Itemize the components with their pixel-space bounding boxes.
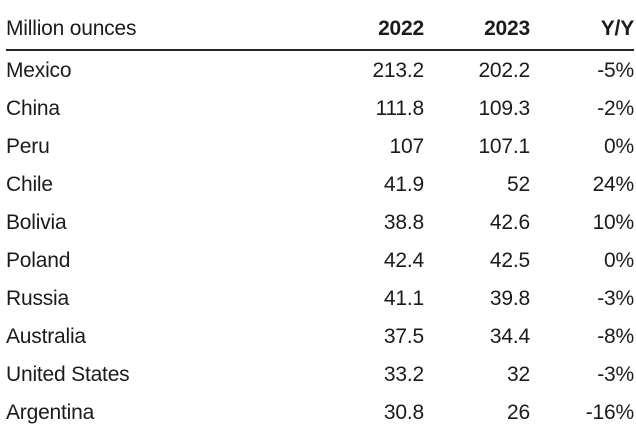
table-row: Chile 41.9 52 24% bbox=[6, 165, 634, 203]
value-2023-cell: 34.4 bbox=[489, 325, 530, 349]
value-2022-cell: 33.2 bbox=[383, 363, 424, 387]
value-yoy-cell: -3% bbox=[597, 287, 634, 311]
value-2022-cell: 41.9 bbox=[383, 172, 424, 196]
table-row: Argentina 30.8 26 -16% bbox=[6, 394, 634, 432]
column-header-2022: 2022 bbox=[378, 17, 424, 40]
value-2022-cell: 42.4 bbox=[383, 249, 424, 273]
value-2023-cell: 39.8 bbox=[489, 287, 530, 311]
table-row: China 111.8 109.3 -2% bbox=[6, 89, 634, 127]
value-2023-cell: 107.1 bbox=[478, 134, 530, 158]
table-row: Australia 37.5 34.4 -8% bbox=[6, 318, 634, 356]
value-yoy-cell: -2% bbox=[597, 96, 634, 120]
value-2022-cell: 41.1 bbox=[383, 287, 424, 311]
value-2023-cell: 32 bbox=[507, 363, 530, 387]
country-cell: Mexico bbox=[6, 58, 72, 82]
table-header-row: Million ounces 2022 2023 Y/Y bbox=[6, 0, 634, 51]
country-cell: Poland bbox=[6, 249, 71, 273]
value-yoy-cell: 0% bbox=[604, 134, 634, 158]
value-2023-cell: 109.3 bbox=[478, 96, 530, 120]
country-cell: China bbox=[6, 96, 60, 120]
value-2023-cell: 42.5 bbox=[489, 249, 530, 273]
table-row: Mexico 213.2 202.2 -5% bbox=[6, 51, 634, 89]
table-body: Mexico 213.2 202.2 -5% China 111.8 109.3… bbox=[6, 51, 634, 432]
value-2022-cell: 37.5 bbox=[383, 325, 424, 349]
table-row: Russia 41.1 39.8 -3% bbox=[6, 280, 634, 318]
country-cell: United States bbox=[6, 363, 130, 387]
value-2022-cell: 38.8 bbox=[383, 210, 424, 234]
value-yoy-cell: -16% bbox=[585, 401, 634, 425]
value-2022-cell: 111.8 bbox=[375, 96, 425, 120]
value-2022-cell: 213.2 bbox=[372, 58, 424, 82]
column-header-2023: 2023 bbox=[484, 17, 530, 40]
country-cell: Russia bbox=[6, 287, 69, 311]
value-2022-cell: 30.8 bbox=[383, 401, 424, 425]
value-yoy-cell: 10% bbox=[592, 210, 635, 234]
country-cell: Argentina bbox=[6, 401, 95, 425]
value-2023-cell: 52 bbox=[507, 172, 530, 196]
value-yoy-cell: -8% bbox=[597, 325, 634, 349]
value-yoy-cell: -5% bbox=[597, 58, 634, 82]
value-2023-cell: 202.2 bbox=[478, 58, 530, 82]
country-cell: Australia bbox=[6, 325, 86, 349]
country-cell: Chile bbox=[6, 172, 53, 196]
column-header-yoy: Y/Y bbox=[600, 17, 634, 40]
value-2023-cell: 26 bbox=[507, 401, 530, 425]
unit-label: Million ounces bbox=[6, 17, 137, 40]
table-row: Peru 107 107.1 0% bbox=[6, 127, 634, 165]
table-row: Bolivia 38.8 42.6 10% bbox=[6, 203, 634, 241]
value-yoy-cell: 0% bbox=[604, 249, 634, 273]
table-row: United States 33.2 32 -3% bbox=[6, 356, 634, 394]
value-2023-cell: 42.6 bbox=[489, 210, 530, 234]
value-yoy-cell: 24% bbox=[592, 172, 635, 196]
country-cell: Bolivia bbox=[6, 210, 67, 234]
value-yoy-cell: -3% bbox=[597, 363, 634, 387]
table-row: Poland 42.4 42.5 0% bbox=[6, 241, 634, 279]
country-cell: Peru bbox=[6, 134, 50, 158]
value-2022-cell: 107 bbox=[389, 134, 425, 158]
